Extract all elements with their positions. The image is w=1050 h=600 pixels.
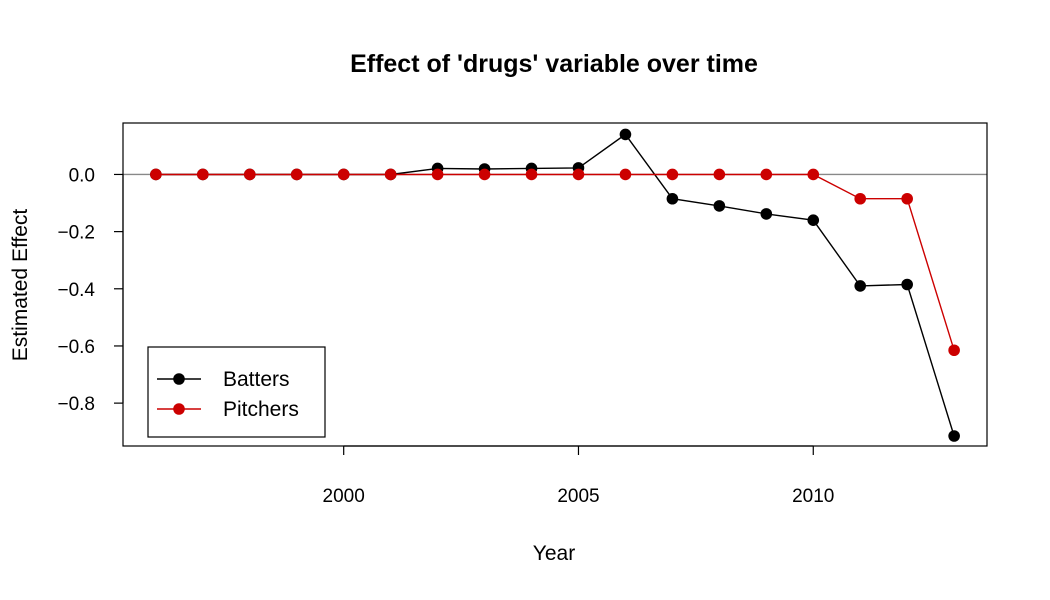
point-batters-2010 bbox=[807, 214, 820, 226]
point-batters-2006 bbox=[619, 128, 632, 141]
y-axis: 0.0 −0.2 −0.4 −0.6 −0.8 bbox=[57, 165, 124, 415]
series-pitchers bbox=[150, 168, 960, 357]
y-tick-label-2: −0.4 bbox=[57, 280, 95, 301]
x-axis-label: Year bbox=[533, 542, 575, 565]
legend-box bbox=[147, 346, 326, 438]
point-pitchers-2009 bbox=[760, 168, 773, 181]
legend-label-pitchers: Pitchers bbox=[223, 398, 299, 421]
point-pitchers-2004 bbox=[525, 168, 538, 181]
point-batters-2012 bbox=[901, 278, 913, 291]
series-layer bbox=[150, 128, 960, 442]
point-pitchers-2000 bbox=[337, 168, 350, 181]
x-tick-label-2000: 2000 bbox=[323, 486, 365, 507]
legend-item-pitchers: Pitchers bbox=[157, 398, 299, 421]
chart-title: Effect of 'drugs' variable over time bbox=[350, 50, 758, 78]
legend-label-batters: Batters bbox=[223, 368, 290, 391]
point-pitchers-2006 bbox=[619, 168, 632, 181]
x-tick-label-2005: 2005 bbox=[557, 486, 599, 507]
series-line-pitchers bbox=[155, 173, 955, 351]
point-pitchers-1996 bbox=[150, 168, 162, 181]
point-pitchers-2002 bbox=[431, 168, 444, 181]
legend: Batters Pitchers bbox=[147, 346, 326, 438]
point-batters-2013 bbox=[948, 430, 960, 442]
point-batters-2011 bbox=[854, 280, 867, 292]
point-pitchers-2003 bbox=[478, 168, 491, 181]
point-pitchers-1997 bbox=[197, 168, 209, 181]
point-pitchers-2007 bbox=[666, 168, 679, 181]
y-tick-label-3: −0.6 bbox=[57, 337, 95, 358]
point-batters-2007 bbox=[666, 192, 679, 205]
point-batters-2008 bbox=[713, 200, 726, 212]
point-pitchers-2010 bbox=[807, 168, 820, 181]
y-tick-label-1: −0.2 bbox=[57, 223, 95, 244]
point-pitchers-2005 bbox=[572, 168, 585, 181]
point-batters-2009 bbox=[760, 208, 773, 220]
legend-marker-batters bbox=[173, 373, 185, 385]
y-tick-label-0: 0.0 bbox=[69, 165, 95, 186]
point-pitchers-2013 bbox=[948, 344, 960, 357]
legend-item-batters: Batters bbox=[157, 368, 290, 391]
point-pitchers-2011 bbox=[854, 192, 867, 205]
point-pitchers-2001 bbox=[384, 168, 397, 181]
point-pitchers-1999 bbox=[290, 168, 303, 181]
x-axis: 2000 2005 2010 bbox=[323, 445, 834, 507]
point-pitchers-2008 bbox=[713, 168, 726, 181]
legend-marker-pitchers bbox=[173, 403, 185, 415]
y-axis-label: Estimated Effect bbox=[9, 209, 32, 362]
point-pitchers-2012 bbox=[901, 192, 913, 205]
point-pitchers-1998 bbox=[243, 168, 256, 181]
x-tick-label-2010: 2010 bbox=[792, 486, 834, 507]
y-tick-label-4: −0.8 bbox=[57, 394, 95, 415]
